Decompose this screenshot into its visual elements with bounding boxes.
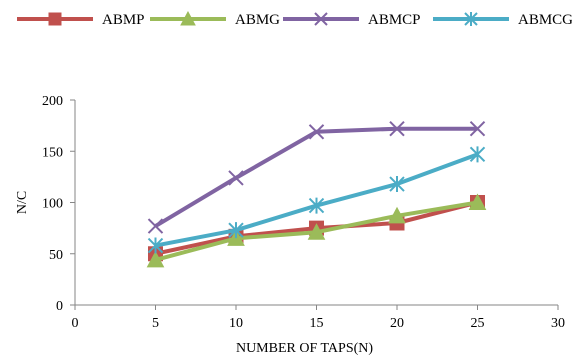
series-abmcp (147, 120, 486, 234)
series-point (464, 12, 478, 26)
x-tick-label: 25 (471, 316, 485, 331)
series-point (147, 218, 164, 234)
series-markers (147, 120, 486, 234)
legend-label: ABMCG (518, 12, 572, 28)
x-ticks: 0 5 10 15 20 25 30 (72, 305, 565, 331)
series-point (180, 10, 196, 26)
series-point (469, 146, 486, 163)
series-point (147, 237, 164, 254)
x-tick-label: 0 (72, 316, 79, 331)
series-point (388, 206, 406, 224)
y-tick-label: 150 (42, 145, 63, 160)
series-point (307, 223, 326, 240)
series-point (389, 120, 405, 137)
series-point (228, 170, 244, 186)
x-tick-label: 10 (229, 316, 243, 331)
series-point (468, 193, 487, 210)
legend-item: ABMCG (433, 12, 572, 28)
series-abmcg (147, 146, 486, 254)
series-layer (146, 120, 487, 268)
y-axis-title: N/C (15, 191, 30, 214)
y-tick-label: 100 (42, 197, 63, 212)
axes: 0 5 10 15 20 25 30 0 50 100 150 200 NUMBER OF TAPS… (15, 94, 565, 356)
legend-label: ABMG (235, 12, 280, 28)
legend-item: ABMG (150, 10, 280, 28)
legend-item: ABMP (17, 12, 145, 28)
x-tick-label: 15 (310, 316, 324, 331)
y-tick-label: 50 (49, 248, 63, 263)
y-ticks: 0 50 100 150 200 (42, 94, 75, 314)
series-markers (146, 193, 487, 268)
series-markers (147, 146, 486, 254)
x-axis-title: NUMBER OF TAPS(N) (236, 341, 373, 356)
series-point (389, 176, 405, 193)
series-point (228, 222, 244, 239)
x-tick-label: 30 (551, 316, 565, 331)
x-tick-label: 5 (152, 316, 159, 331)
series-abmg (146, 193, 487, 268)
legend-label: ABMP (102, 12, 145, 28)
series-point (48, 12, 62, 26)
legend: ABMP ABMG ABMCP ABMCG (17, 10, 572, 28)
series-point (469, 120, 486, 137)
series-point (308, 124, 325, 140)
x-tick-label: 20 (390, 316, 404, 331)
legend-label: ABMCP (368, 12, 421, 28)
y-tick-label: 200 (42, 94, 63, 109)
y-tick-label: 0 (56, 299, 63, 314)
series-point (146, 250, 165, 268)
series-point (314, 12, 328, 26)
legend-item: ABMCP (283, 12, 421, 28)
series-point (308, 197, 325, 214)
